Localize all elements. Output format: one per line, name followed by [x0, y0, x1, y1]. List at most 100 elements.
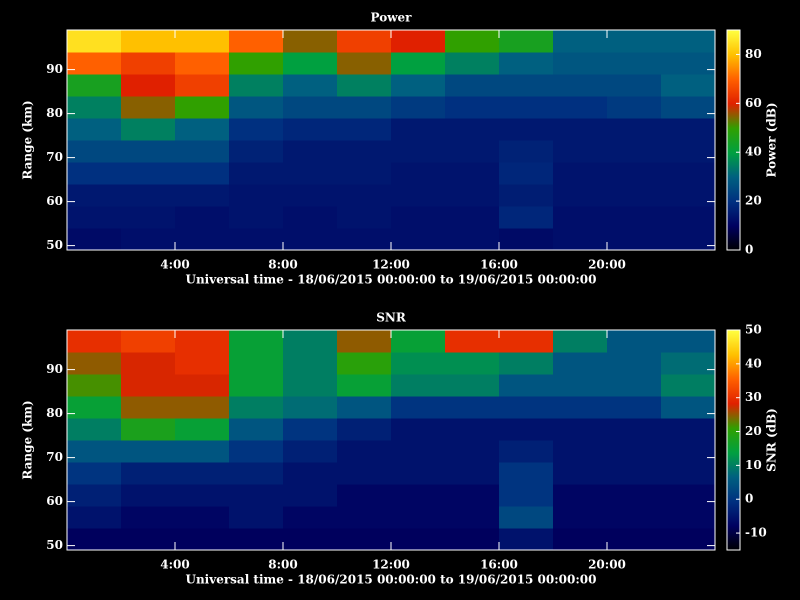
- heatmap-cell: [67, 140, 122, 163]
- colorbar-swatch: [727, 452, 740, 455]
- colorbar-swatch: [727, 30, 740, 33]
- colorbar-swatch: [727, 494, 740, 497]
- heatmap-cell: [661, 52, 716, 75]
- heatmap-cell: [337, 52, 392, 75]
- heatmap-cell: [661, 330, 716, 353]
- colorbar-swatch: [727, 184, 740, 187]
- heatmap-cell: [121, 162, 176, 185]
- heatmap-cell: [337, 162, 392, 185]
- colorbar-swatch: [727, 202, 740, 205]
- colorbar-swatch: [727, 512, 740, 515]
- colorbar-swatch: [727, 140, 740, 143]
- heatmap-cell: [337, 140, 392, 163]
- colorbar-swatch: [727, 386, 740, 389]
- colorbar-tick-label: 50: [745, 323, 762, 337]
- heatmap-cell: [337, 30, 392, 53]
- heatmap-cell: [175, 228, 230, 251]
- colorbar-swatch: [727, 112, 740, 115]
- colorbar-swatch: [727, 106, 740, 109]
- heatmap-cell: [229, 184, 284, 207]
- colorbar-swatch: [727, 34, 740, 37]
- colorbar-swatch: [727, 506, 740, 509]
- heatmap-cell: [661, 118, 716, 141]
- colorbar-swatch: [727, 120, 740, 123]
- heatmap-cell: [229, 528, 284, 551]
- heatmap-cell: [229, 118, 284, 141]
- colorbar-swatch: [727, 492, 740, 495]
- heatmap-cell: [229, 506, 284, 529]
- colorbar-swatch: [727, 378, 740, 381]
- heatmap-cell: [445, 96, 500, 119]
- colorbar-swatch: [727, 100, 740, 103]
- heatmap-cell: [283, 140, 338, 163]
- heatmap-cell: [229, 374, 284, 397]
- heatmap-cell: [229, 74, 284, 97]
- heatmap-cell: [121, 528, 176, 551]
- colorbar-swatch: [727, 358, 740, 361]
- heatmap-cell: [499, 30, 554, 53]
- heatmap-cell: [391, 352, 446, 375]
- heatmap-cell: [337, 396, 392, 419]
- heatmap-cell: [121, 118, 176, 141]
- colorbar-frame: [726, 329, 741, 551]
- colorbar-swatch: [727, 236, 740, 239]
- colorbar-swatch: [727, 436, 740, 439]
- heatmap-cell: [67, 462, 122, 485]
- heatmap-cell: [175, 418, 230, 441]
- colorbar-swatch: [727, 172, 740, 175]
- heatmap-cell: [499, 330, 554, 353]
- colorbar-swatch: [727, 430, 740, 433]
- heatmap-cell: [607, 162, 662, 185]
- heatmap-cell: [661, 528, 716, 551]
- colorbar-swatch: [727, 148, 740, 151]
- y-tick-label: 60: [46, 194, 63, 208]
- colorbar-swatch: [727, 182, 740, 185]
- heatmap-cell: [175, 484, 230, 507]
- heatmap-cell: [175, 140, 230, 163]
- heatmap-cell: [391, 374, 446, 397]
- colorbar-swatch: [727, 210, 740, 213]
- colorbar-swatch: [727, 154, 740, 157]
- x-axis-label: Universal time - 18/06/2015 00:00:00 to …: [185, 273, 596, 287]
- heatmap-cell: [607, 330, 662, 353]
- heatmap-cell: [121, 52, 176, 75]
- heatmap-cell: [607, 140, 662, 163]
- heatmap-cell: [175, 352, 230, 375]
- colorbar-swatch: [727, 32, 740, 35]
- heatmap-cell: [175, 52, 230, 75]
- heatmap-cell: [607, 440, 662, 463]
- colorbar-swatch: [727, 342, 740, 345]
- heatmap-cell: [607, 206, 662, 229]
- colorbar-tick-label: 20: [745, 194, 762, 208]
- colorbar-swatch: [727, 142, 740, 145]
- heatmap-cell: [337, 184, 392, 207]
- colorbar-swatch: [727, 64, 740, 67]
- colorbar-swatch: [727, 190, 740, 193]
- heatmap-cell: [283, 228, 338, 251]
- y-tick-label: 90: [46, 62, 63, 76]
- heatmap-cell: [229, 484, 284, 507]
- colorbar-swatch: [727, 246, 740, 249]
- colorbar-swatch: [727, 488, 740, 491]
- colorbar-swatch: [727, 244, 740, 247]
- colorbar-swatch: [727, 242, 740, 245]
- heatmap-cell: [661, 396, 716, 419]
- colorbar-swatch: [727, 420, 740, 423]
- heatmap-cell: [607, 374, 662, 397]
- colorbar-swatch: [727, 380, 740, 383]
- heatmap-cell: [391, 206, 446, 229]
- y-axis-label: Range (km): [21, 400, 35, 479]
- colorbar-swatch: [727, 36, 740, 39]
- colorbar-swatch: [727, 540, 740, 543]
- heatmap-cell: [283, 184, 338, 207]
- colorbar-label: Power (dB): [765, 102, 779, 177]
- colorbar-swatch: [727, 230, 740, 233]
- colorbar-tick-label: -10: [745, 526, 767, 540]
- heatmap-cell: [67, 440, 122, 463]
- colorbar-swatch: [727, 422, 740, 425]
- colorbar-swatch: [727, 392, 740, 395]
- y-tick-label: 70: [46, 150, 63, 164]
- heatmap-cell: [229, 162, 284, 185]
- colorbar-swatch: [727, 510, 740, 513]
